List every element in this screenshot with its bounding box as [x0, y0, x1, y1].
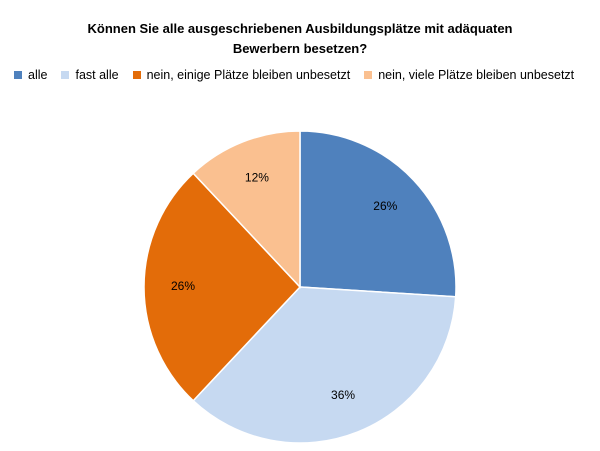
legend-label-einige-unbesetzt: nein, einige Plätze bleiben unbesetzt: [146, 68, 351, 82]
legend-swatch-einige-unbesetzt: [132, 71, 141, 79]
legend-item-viele-unbesetzt: nein, viele Plätze bleiben unbesetzt: [364, 68, 574, 82]
legend-item-einige-unbesetzt: nein, einige Plätze bleiben unbesetzt: [132, 68, 351, 82]
legend-swatch-alle: [14, 71, 22, 79]
pie-slice-einige-unbesetzt: [143, 172, 302, 402]
pie-slice-alle: [299, 130, 457, 298]
legend-item-fast-alle: fast alle: [61, 68, 119, 82]
chart-title: Können Sie alle ausgeschriebenen Ausbild…: [87, 21, 513, 56]
legend-label-fast-alle: fast alle: [75, 68, 119, 82]
data-label-einige-unbesetzt: 26%: [171, 279, 195, 293]
data-label-viele-unbesetzt: 12%: [245, 170, 269, 184]
legend-label-alle: alle: [28, 68, 48, 82]
legend-swatch-viele-unbesetzt: [364, 71, 373, 79]
data-label-alle: 26%: [373, 199, 397, 213]
pie-slice-viele-unbesetzt: [192, 130, 301, 289]
legend-item-alle: alle: [14, 68, 47, 82]
data-label-fast-alle: 36%: [331, 388, 355, 402]
pie-slice-fast-alle: [192, 286, 457, 444]
legend-swatch-fast-alle: [61, 71, 70, 79]
legend-label-viele-unbesetzt: nein, viele Plätze bleiben unbesetzt: [378, 68, 575, 82]
chart-legend: alle fast alle nein, einige Plätze bleib…: [14, 68, 600, 82]
